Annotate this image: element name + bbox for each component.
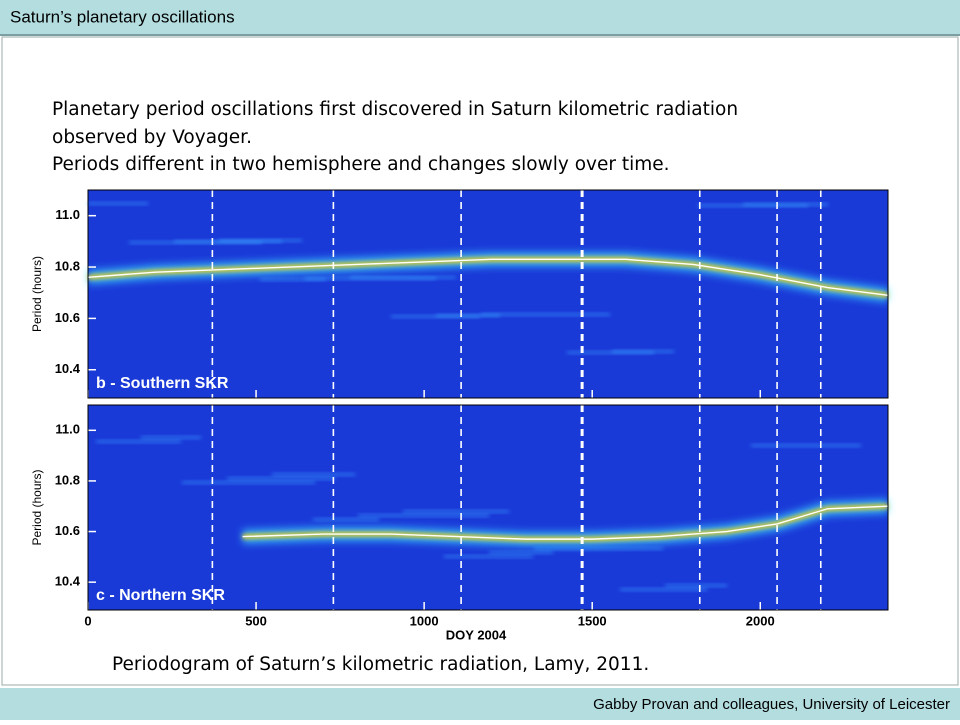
x-tick-label: 2000 [746,613,775,628]
texture [305,277,436,280]
y-tick-label: 11.0 [55,207,80,222]
period-trace [242,505,889,540]
texture [88,202,148,205]
texture [96,440,181,443]
texture [391,315,480,318]
texture [182,481,315,484]
y-tick-label: 10.6 [55,310,80,325]
y-tick-label: 11.0 [55,422,80,437]
texture [567,351,654,354]
plot-background [88,190,888,398]
y-tick-label: 10.4 [55,574,81,589]
x-tick-label: 0 [84,613,91,628]
header-bar [0,0,960,35]
y-tick-label: 10.6 [55,523,80,538]
body-line: observed by Voyager. [52,127,252,148]
footer-credit: Gabby Provan and colleagues, University … [593,696,950,713]
period-trace [87,258,889,296]
panel-label: c - Northern SKR [96,587,225,604]
plot-frame [87,189,889,399]
figure: 10.4 10.6 10.8 11.0 b - Southern SKR Period (… [30,189,889,642]
footer-bar [0,688,960,720]
texture [698,204,808,207]
x-axis-label: DOY 2004 [446,627,507,642]
x-tick-label: 500 [245,613,267,628]
y-axis-label: Period (hours) [30,469,44,545]
y-axis-label: Period (hours) [30,256,44,332]
caption: Periodogram of Saturn’s kilometric radia… [112,654,649,675]
panel-label: b - Southern SKR [96,375,229,392]
texture [260,278,326,281]
x-tick-label: 1000 [410,613,439,628]
texture [751,444,861,447]
texture [489,551,553,554]
plot-background [88,405,888,610]
y-tick-label: 10.8 [55,472,80,487]
x-tick-label: 1500 [578,613,607,628]
texture [141,436,201,439]
texture [358,514,489,517]
body-line: Periods different in two hemisphere and … [52,154,670,175]
y-tick-label: 10.4 [55,361,81,376]
texture [481,313,610,316]
texture [227,477,335,480]
body-line: Planetary period oscillations first disc… [52,99,738,120]
texture [313,518,379,521]
texture [444,555,533,558]
texture [403,510,509,513]
plot-frame [87,404,889,611]
y-tick-label: 10.8 [55,258,80,273]
texture [129,241,262,244]
texture [665,584,727,587]
texture [534,547,663,550]
texture [272,473,355,476]
slide-title: Saturn’s planetary oscillations [10,7,235,26]
texture [620,588,707,591]
